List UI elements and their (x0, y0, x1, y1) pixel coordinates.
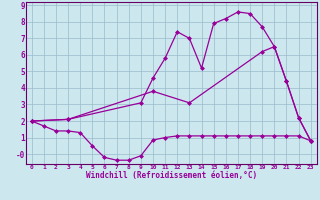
X-axis label: Windchill (Refroidissement éolien,°C): Windchill (Refroidissement éolien,°C) (86, 171, 257, 180)
